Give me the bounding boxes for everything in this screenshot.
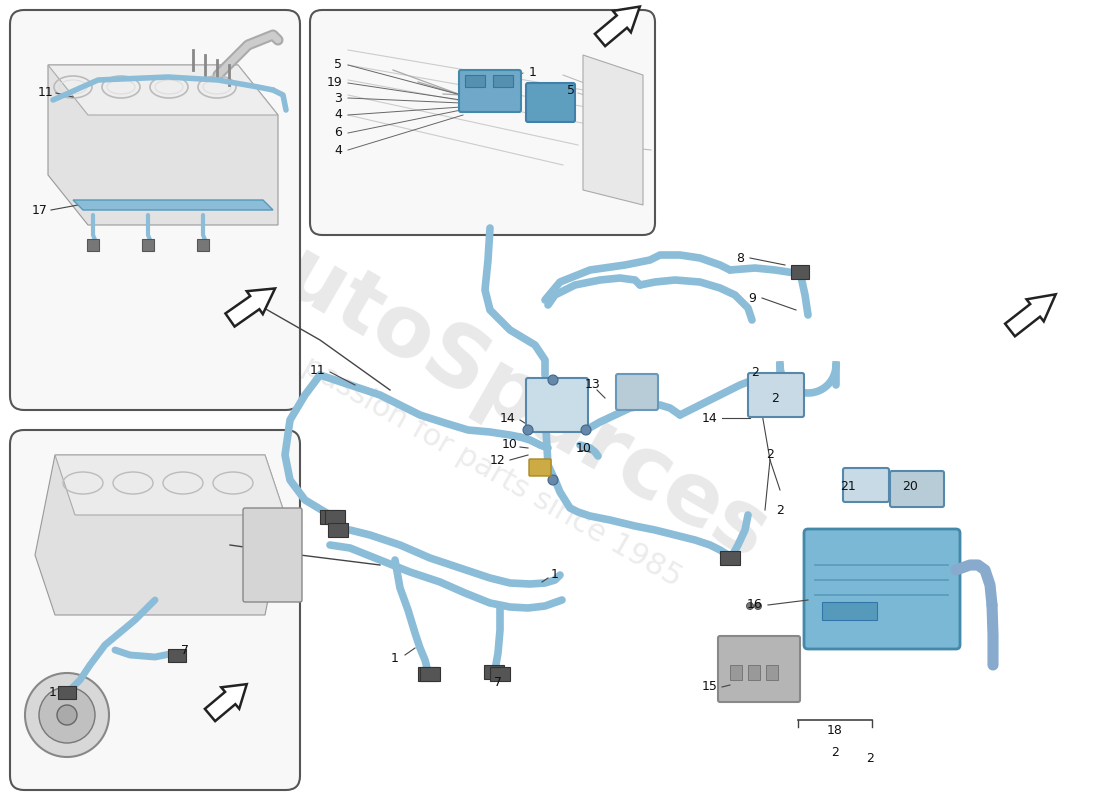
FancyBboxPatch shape (243, 508, 302, 602)
Text: 7: 7 (182, 643, 189, 657)
Circle shape (581, 425, 591, 435)
Text: 9: 9 (748, 291, 756, 305)
FancyBboxPatch shape (718, 636, 800, 702)
Text: 4: 4 (334, 109, 342, 122)
Polygon shape (595, 6, 640, 46)
Bar (748, 665, 760, 680)
Text: 7: 7 (494, 677, 502, 690)
Polygon shape (226, 289, 275, 326)
Bar (328, 523, 348, 537)
FancyBboxPatch shape (748, 373, 804, 417)
Text: 10: 10 (502, 438, 518, 451)
Bar (465, 75, 485, 87)
FancyBboxPatch shape (459, 70, 521, 112)
Text: 11: 11 (310, 363, 326, 377)
Circle shape (522, 425, 534, 435)
Text: 1: 1 (50, 686, 57, 699)
Polygon shape (55, 455, 285, 515)
Bar (168, 649, 186, 662)
Text: 12: 12 (491, 454, 506, 466)
Text: 11: 11 (39, 86, 54, 99)
Text: 18: 18 (827, 723, 843, 737)
Text: 2: 2 (832, 746, 839, 759)
Circle shape (755, 602, 761, 610)
Circle shape (747, 602, 754, 610)
Polygon shape (48, 65, 278, 115)
Text: 21: 21 (840, 481, 856, 494)
Circle shape (548, 375, 558, 385)
FancyBboxPatch shape (310, 10, 654, 235)
Text: 8: 8 (736, 251, 744, 265)
Text: 10: 10 (576, 442, 592, 454)
FancyBboxPatch shape (529, 459, 551, 476)
Bar (791, 265, 808, 279)
Text: 6: 6 (334, 126, 342, 139)
Text: 19: 19 (327, 77, 343, 90)
Bar (490, 667, 510, 681)
Bar (730, 665, 743, 680)
FancyBboxPatch shape (526, 378, 588, 432)
Text: 1: 1 (551, 569, 559, 582)
Text: 1: 1 (529, 66, 537, 79)
FancyBboxPatch shape (843, 468, 889, 502)
Bar (493, 75, 513, 87)
Bar (766, 665, 778, 680)
Bar (320, 510, 340, 524)
Polygon shape (73, 200, 273, 210)
Circle shape (57, 705, 77, 725)
Text: 5: 5 (566, 83, 575, 97)
Bar (197, 239, 209, 251)
FancyBboxPatch shape (616, 374, 658, 410)
Text: 2: 2 (866, 751, 873, 765)
Bar (418, 667, 438, 681)
Circle shape (548, 475, 558, 485)
Bar (58, 686, 76, 698)
Text: 13: 13 (585, 378, 601, 391)
FancyBboxPatch shape (10, 430, 300, 790)
Text: 2: 2 (766, 449, 774, 462)
Bar (484, 665, 504, 679)
FancyBboxPatch shape (526, 83, 575, 122)
Text: 5: 5 (334, 58, 342, 71)
Text: 3: 3 (334, 91, 342, 105)
Text: 16: 16 (747, 598, 763, 611)
Bar (142, 239, 154, 251)
Bar (822, 602, 877, 620)
Text: 2: 2 (771, 391, 779, 405)
FancyBboxPatch shape (10, 10, 300, 410)
Text: 1: 1 (392, 651, 399, 665)
Text: 14: 14 (702, 411, 718, 425)
Text: 14: 14 (500, 411, 516, 425)
Text: 2: 2 (751, 366, 759, 378)
FancyBboxPatch shape (890, 471, 944, 507)
Polygon shape (583, 55, 643, 205)
Polygon shape (35, 455, 285, 615)
Bar (324, 510, 345, 524)
Text: autoSparces: autoSparces (218, 203, 783, 577)
Circle shape (25, 673, 109, 757)
Bar (720, 551, 740, 565)
Text: 15: 15 (702, 681, 718, 694)
Polygon shape (48, 65, 278, 225)
Circle shape (39, 687, 95, 743)
Text: 20: 20 (902, 481, 917, 494)
Polygon shape (1005, 294, 1056, 336)
Text: a passion for parts since 1985: a passion for parts since 1985 (273, 337, 686, 593)
Polygon shape (205, 684, 246, 721)
Text: 4: 4 (334, 143, 342, 157)
Bar (87, 239, 99, 251)
Text: 17: 17 (32, 203, 48, 217)
Text: 2: 2 (777, 503, 784, 517)
FancyBboxPatch shape (804, 529, 960, 649)
Bar (420, 667, 440, 681)
